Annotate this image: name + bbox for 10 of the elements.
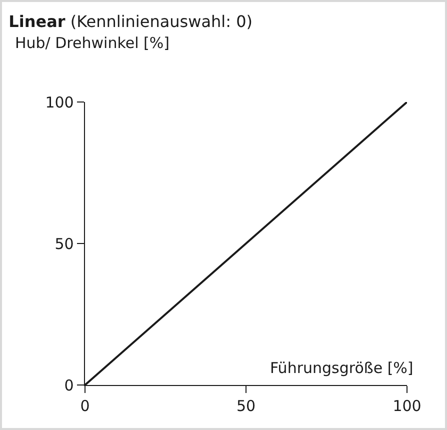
chart-title: Linear bbox=[8, 12, 66, 31]
y-tick-label: 0 bbox=[64, 376, 74, 394]
chart-subtitle: (Kennlinienauswahl: 0) bbox=[70, 12, 253, 31]
x-tick-label: 50 bbox=[236, 397, 256, 416]
y-tick-label: 100 bbox=[45, 93, 74, 112]
y-axis-title: Hub/ Drehwinkel [%] bbox=[15, 34, 170, 52]
x-tick-label: 0 bbox=[80, 397, 90, 416]
x-axis-title: Führungsgröße [%] bbox=[270, 359, 414, 377]
x-tick-label: 100 bbox=[392, 397, 422, 416]
y-tick-label: 50 bbox=[54, 234, 74, 253]
